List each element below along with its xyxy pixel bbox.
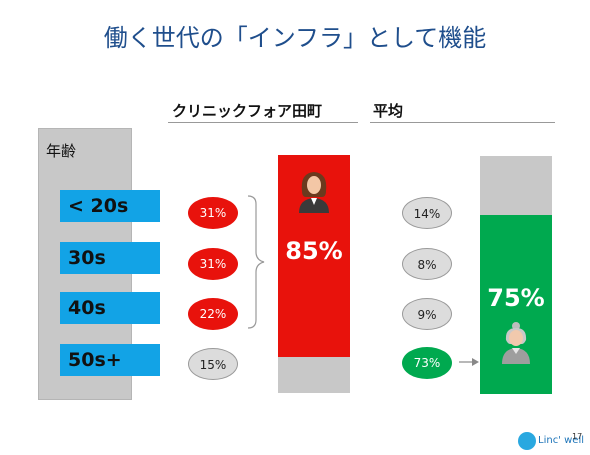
arrow-right-icon xyxy=(459,358,479,366)
clinic-share-under-20s: 31% xyxy=(188,197,238,229)
average-share-50s-plus: 73% xyxy=(402,347,452,379)
average-column-header: 平均 xyxy=(373,102,404,120)
woman-avatar-icon xyxy=(299,172,329,213)
clinic-header-rule xyxy=(168,122,358,123)
clinic-group-bracket xyxy=(247,195,265,329)
average-share-40s: 9% xyxy=(402,298,452,330)
lincwell-logo-icon xyxy=(518,432,536,450)
clinic-share-bar: 85% xyxy=(278,155,350,393)
clinic-column-header: クリニックフォア田町 xyxy=(172,102,323,120)
clinic-share-50s-plus: 15% xyxy=(188,348,238,380)
clinic-highlight-total: 85% xyxy=(285,237,343,265)
average-highlight-total: 75% xyxy=(487,284,545,312)
average-share-30s: 8% xyxy=(402,248,452,280)
clinic-share-30s: 31% xyxy=(188,248,238,280)
page-number: 17 xyxy=(572,432,583,441)
age-panel-label: 年齢 xyxy=(46,142,77,160)
average-share-under-20s: 14% xyxy=(402,197,452,229)
average-header-rule xyxy=(370,122,555,123)
age-band-50s-plus: 50s+ xyxy=(60,344,160,376)
elderly-woman-avatar-icon xyxy=(502,322,530,364)
age-band-under-20s: < 20s xyxy=(60,190,160,222)
average-share-bar-fill xyxy=(480,215,552,394)
age-band-30s: 30s xyxy=(60,242,160,274)
clinic-share-40s: 22% xyxy=(188,298,238,330)
slide-title: 働く世代の「インフラ」として機能 xyxy=(103,24,487,52)
age-band-40s: 40s xyxy=(60,292,160,324)
average-share-bar: 75% xyxy=(480,156,552,394)
lincwell-logo: Linc' well xyxy=(538,435,585,446)
